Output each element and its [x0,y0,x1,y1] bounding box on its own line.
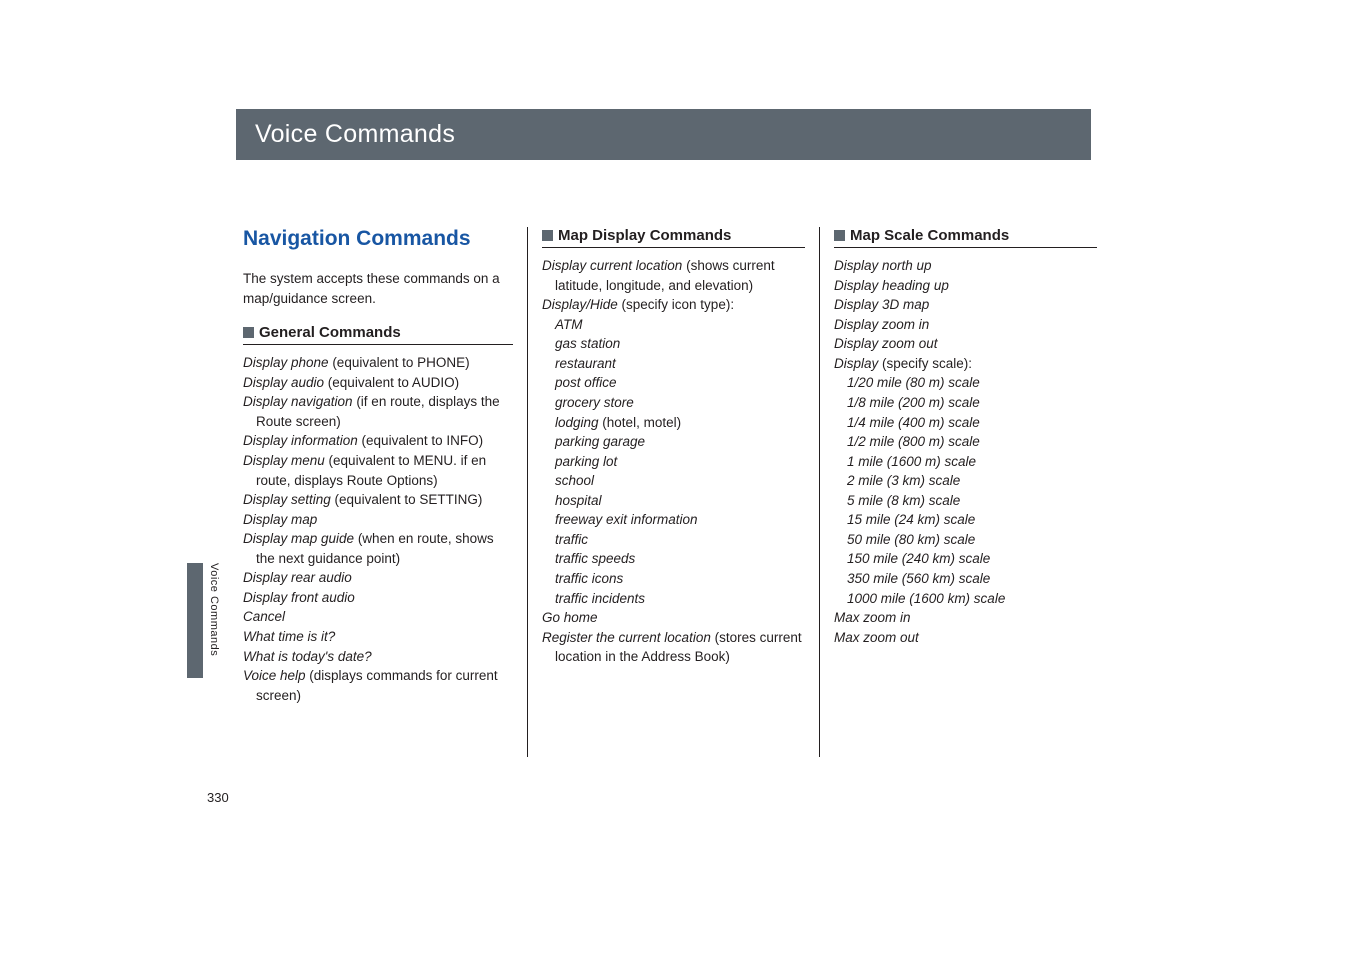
list-item: grocery store [555,393,805,413]
general-commands-list: Display phone (equivalent to PHONE)Displ… [243,353,513,705]
list-item: Display heading up [847,276,1097,296]
list-item: Register the current location (stores cu… [555,628,805,667]
subhead-general: General Commands [243,324,513,345]
list-item: What time is it? [256,627,513,647]
column-general: Navigation Commands The system accepts t… [243,227,513,705]
list-item: Display setting (equivalent to SETTING) [256,490,513,510]
list-item: What is today's date? [256,647,513,667]
list-item: Display 3D map [847,295,1097,315]
intro-text: The system accepts these commands on a m… [243,269,513,308]
list-item: 5 mile (8 km) scale [847,491,1097,511]
list-item: Max zoom in [847,608,1097,628]
subhead-map-display: Map Display Commands [542,227,805,248]
list-item: 2 mile (3 km) scale [847,471,1097,491]
list-item: gas station [555,334,805,354]
map-display-commands-list: Display current location (shows current … [542,256,805,667]
list-item: 1/20 mile (80 m) scale [847,373,1097,393]
side-tab [187,563,203,678]
list-item: post office [555,373,805,393]
list-item: Display/Hide (specify icon type): [555,295,805,315]
list-item: school [555,471,805,491]
square-bullet-icon [243,327,254,338]
list-item: Display map guide (when en route, shows … [256,529,513,568]
list-item: Display rear audio [256,568,513,588]
square-bullet-icon [834,230,845,241]
subhead-map-display-label: Map Display Commands [558,227,731,244]
list-item: ATM [555,315,805,335]
list-item: 1/8 mile (200 m) scale [847,393,1097,413]
list-item: Display north up [847,256,1097,276]
page-number: 330 [207,790,229,805]
list-item: Display zoom in [847,315,1097,335]
list-item: Display zoom out [847,334,1097,354]
list-item: traffic incidents [555,589,805,609]
list-item: traffic speeds [555,549,805,569]
list-item: Display audio (equivalent to AUDIO) [256,373,513,393]
square-bullet-icon [542,230,553,241]
page-header-title: Voice Commands [255,120,455,149]
list-item: hospital [555,491,805,511]
list-item: traffic icons [555,569,805,589]
list-item: Display (specify scale): [847,354,1097,374]
list-item: Display menu (equivalent to MENU. if en … [256,451,513,490]
list-item: Max zoom out [847,628,1097,648]
list-item: restaurant [555,354,805,374]
subhead-general-label: General Commands [259,324,401,341]
list-item: 1/2 mile (800 m) scale [847,432,1097,452]
list-item: traffic [555,530,805,550]
list-item: parking garage [555,432,805,452]
list-item: Go home [555,608,805,628]
list-item: freeway exit information [555,510,805,530]
list-item: parking lot [555,452,805,472]
list-item: Display phone (equivalent to PHONE) [256,353,513,373]
list-item: Cancel [256,607,513,627]
section-title: Navigation Commands [243,227,513,251]
list-item: 1000 mile (1600 km) scale [847,589,1097,609]
page-header-bar: Voice Commands [236,109,1091,160]
list-item: 1 mile (1600 m) scale [847,452,1097,472]
subhead-map-scale-label: Map Scale Commands [850,227,1009,244]
list-item: 1/4 mile (400 m) scale [847,413,1097,433]
map-scale-commands-list: Display north upDisplay heading upDispla… [834,256,1097,647]
list-item: 350 mile (560 km) scale [847,569,1097,589]
list-item: Display current location (shows current … [555,256,805,295]
column-map-display: Map Display Commands Display current loc… [527,227,805,757]
column-map-scale: Map Scale Commands Display north upDispl… [819,227,1097,757]
list-item: 150 mile (240 km) scale [847,549,1097,569]
list-item: Display map [256,510,513,530]
side-section-label: Voice Commands [208,563,220,656]
list-item: Display navigation (if en route, display… [256,392,513,431]
list-item: 15 mile (24 km) scale [847,510,1097,530]
subhead-map-scale: Map Scale Commands [834,227,1097,248]
list-item: Display front audio [256,588,513,608]
list-item: Display information (equivalent to INFO) [256,431,513,451]
list-item: 50 mile (80 km) scale [847,530,1097,550]
list-item: Voice help (displays commands for curren… [256,666,513,705]
list-item: lodging (hotel, motel) [555,413,805,433]
